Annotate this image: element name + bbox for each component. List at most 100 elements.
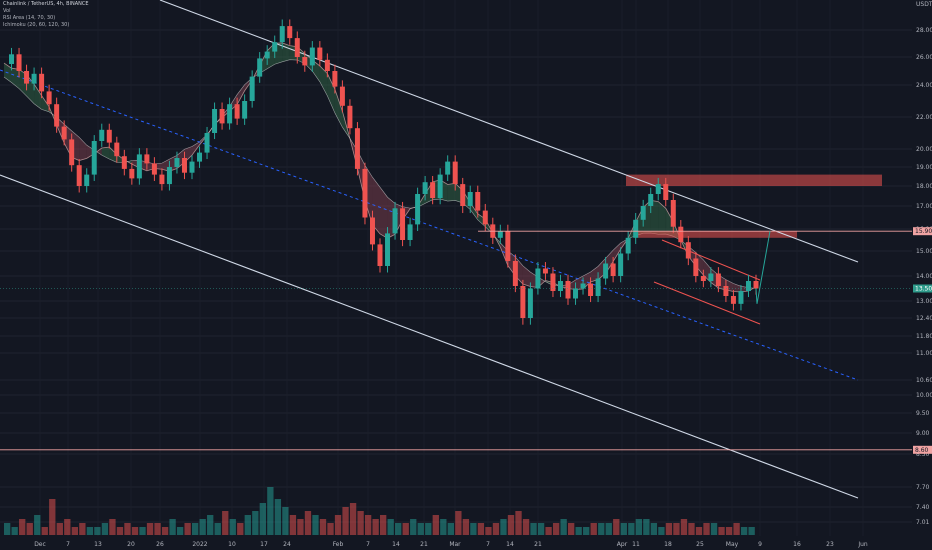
candle-body bbox=[670, 200, 676, 227]
y-tick-label: 26.00 bbox=[916, 54, 932, 61]
candle-body bbox=[151, 163, 157, 175]
time-axis[interactable]: Dec 7 13 20 26 2022 10 17 24 Feb 7 14 21 Mar 7 14 21 Apr 1… bbox=[34, 541, 868, 548]
y-tick-label: 11.80 bbox=[916, 333, 932, 340]
volume-bar bbox=[146, 523, 154, 535]
candle-body bbox=[166, 167, 172, 185]
candle-body bbox=[159, 174, 165, 185]
volume-bar bbox=[64, 519, 71, 535]
volume-bar bbox=[613, 519, 620, 535]
x-tick-label: 23 bbox=[826, 541, 834, 548]
volume-bar bbox=[462, 519, 470, 535]
candle-body bbox=[475, 192, 481, 211]
candlestick-series bbox=[9, 19, 759, 325]
volume-bar bbox=[658, 527, 665, 535]
candle-body bbox=[542, 268, 548, 274]
volume-bar bbox=[537, 523, 545, 535]
volume-bar bbox=[492, 523, 500, 535]
candle-body bbox=[730, 296, 736, 304]
candle-body bbox=[144, 154, 150, 164]
volume-bar bbox=[575, 527, 582, 535]
candle-body bbox=[242, 101, 248, 119]
volume-bar bbox=[11, 527, 18, 535]
cloud-segment bbox=[109, 147, 117, 163]
x-tick-label: Feb bbox=[333, 541, 344, 548]
resistance-zone bbox=[626, 174, 882, 186]
volume-bar bbox=[568, 523, 575, 535]
candle-body bbox=[497, 231, 503, 238]
candle-body bbox=[422, 182, 428, 194]
volume-bar bbox=[650, 523, 658, 535]
x-tick-label: May bbox=[726, 541, 739, 548]
volume-bar bbox=[116, 527, 124, 535]
candle-body bbox=[527, 288, 533, 318]
volume-bar bbox=[688, 523, 695, 535]
volume-bar bbox=[289, 515, 297, 535]
volume-bar bbox=[703, 523, 710, 535]
cloud-segment bbox=[319, 65, 328, 96]
candle-body bbox=[317, 47, 323, 60]
volume-bar bbox=[94, 527, 101, 535]
y-tick-label: 10.00 bbox=[916, 392, 932, 399]
legend-rsi[interactable]: RSI Area (14, 70, 30) bbox=[3, 15, 56, 21]
candle-body bbox=[279, 26, 285, 43]
volume-bar bbox=[507, 515, 515, 535]
candle-body bbox=[520, 286, 526, 318]
x-tick-label: Dec bbox=[34, 541, 46, 548]
candle-body bbox=[505, 231, 511, 261]
volume-bar bbox=[522, 519, 530, 535]
x-tick-label: 24 bbox=[283, 541, 291, 548]
candle-body bbox=[715, 273, 721, 286]
candle-body bbox=[573, 288, 579, 299]
candle-body bbox=[347, 105, 353, 129]
candle-body bbox=[339, 86, 345, 106]
volume-bar bbox=[229, 519, 236, 535]
legend-ichimoku[interactable]: Ichimoku (20, 60, 120, 30) bbox=[3, 22, 70, 28]
volume-bar bbox=[725, 527, 733, 535]
volume-bar bbox=[176, 527, 184, 535]
candle-body bbox=[264, 51, 270, 59]
candle-body bbox=[685, 242, 691, 259]
cloud-segment bbox=[470, 202, 478, 220]
y-tick-label: 7.40 bbox=[916, 504, 930, 511]
candle-body bbox=[708, 273, 714, 281]
volume-bar bbox=[282, 507, 289, 535]
x-tick-label: 16 bbox=[793, 541, 801, 548]
candle-body bbox=[625, 237, 631, 254]
legend-volume[interactable]: Vol bbox=[3, 8, 11, 14]
y-tick-label: 15.00 bbox=[916, 248, 932, 255]
volume-bar bbox=[417, 523, 424, 535]
volume-bar bbox=[357, 511, 364, 535]
price-axis[interactable]: 28.00 26.00 24.00 22.00 20.00 19.00 18.00 17.00… bbox=[913, 1, 932, 526]
x-tick-label: 13 bbox=[94, 541, 102, 548]
volume-bar bbox=[500, 519, 507, 535]
y-tick-label: 12.40 bbox=[916, 315, 932, 322]
volume-bar bbox=[86, 527, 94, 535]
candle-body bbox=[294, 38, 300, 57]
candle-body bbox=[392, 208, 398, 234]
candle-body bbox=[249, 76, 255, 101]
volume-bar bbox=[207, 515, 214, 535]
candle-body bbox=[302, 57, 308, 66]
candle-body bbox=[76, 165, 82, 186]
candle-body bbox=[287, 26, 293, 39]
volume-bar bbox=[312, 515, 319, 535]
symbol-title[interactable]: Chainlink / TetherUS, 4h, BINANCE bbox=[3, 1, 89, 7]
candle-body bbox=[189, 161, 195, 173]
candle-body bbox=[234, 104, 240, 119]
cloud-segment bbox=[192, 141, 200, 156]
volume-bar bbox=[628, 523, 635, 535]
volume-bar bbox=[259, 503, 266, 535]
candle-body bbox=[369, 217, 375, 245]
volume-bar bbox=[552, 523, 560, 535]
candle-body bbox=[39, 73, 45, 92]
volume-bar bbox=[372, 519, 379, 535]
volume-bar bbox=[274, 499, 282, 535]
candle-body bbox=[753, 281, 759, 289]
cloud-segment bbox=[34, 84, 42, 110]
volume-bar bbox=[380, 515, 387, 535]
volume-bar bbox=[334, 515, 342, 535]
volume-bar bbox=[740, 527, 748, 535]
volume-bar bbox=[41, 527, 48, 535]
volume-bar bbox=[470, 523, 477, 535]
